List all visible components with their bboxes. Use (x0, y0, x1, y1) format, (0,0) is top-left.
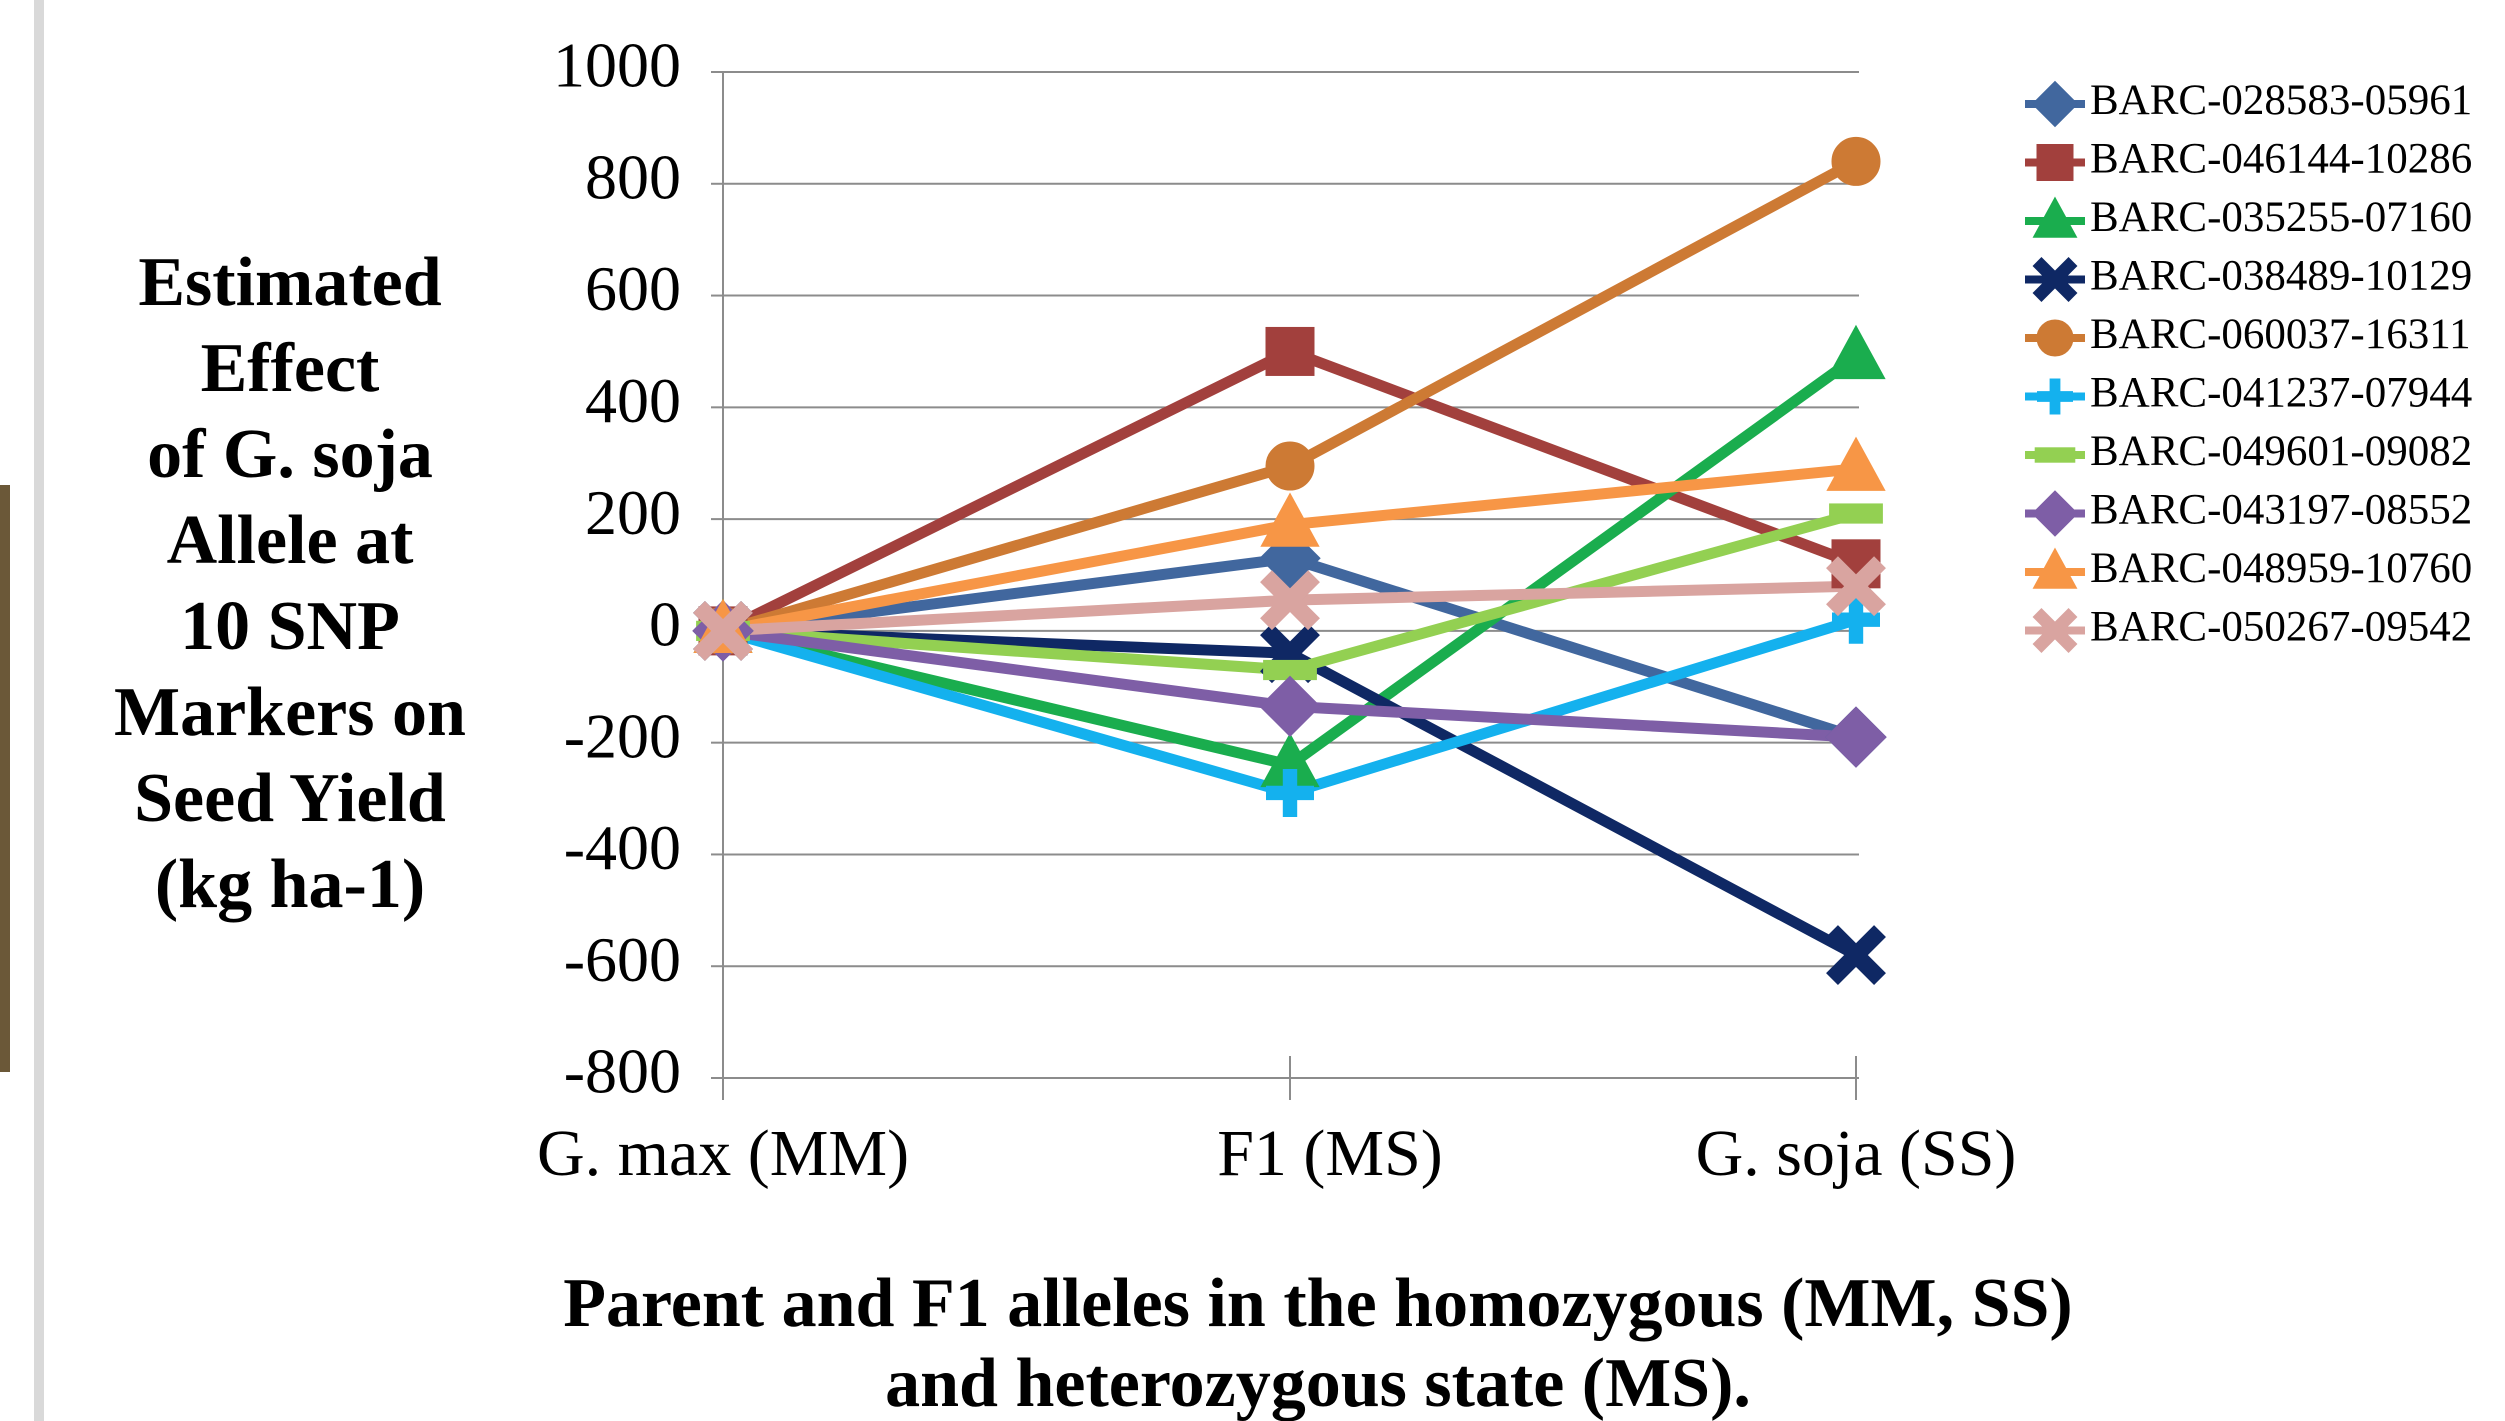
data-point (1825, 706, 1887, 768)
x-tick-label: G. soja (SS) (1696, 1117, 2017, 1190)
y-tick-label: 600 (585, 253, 681, 324)
y-tick-label: 1000 (553, 30, 681, 101)
legend-label: BARC-048959-10760 (2090, 545, 2472, 592)
legend-label: BARC-049601-09082 (2090, 428, 2472, 475)
legend-label: BARC-050267-09542 (2090, 603, 2472, 650)
legend-label: BARC-046144-10286 (2090, 135, 2472, 182)
legend-label: BARC-038489-10129 (2090, 252, 2472, 299)
legend-label: BARC-041237-07944 (2090, 369, 2472, 416)
y-tick-label: -800 (564, 1036, 681, 1107)
legend-marker (2032, 196, 2078, 238)
y-axis-label: Seed Yield (134, 760, 446, 837)
legend-marker (2031, 80, 2079, 128)
y-tick-label: 400 (585, 365, 681, 436)
x-tick-label: G. max (MM) (537, 1117, 909, 1190)
x-axis-label: and heterozygous state (MS). (885, 1345, 1751, 1421)
legend-label: BARC-028583-05961 (2090, 77, 2472, 124)
data-point (1260, 570, 1320, 631)
y-tick-label: 800 (585, 141, 681, 212)
legend-label: BARC-035255-07160 (2090, 194, 2472, 241)
data-point (1265, 326, 1315, 376)
data-point (1831, 136, 1881, 186)
data-point (1266, 768, 1314, 817)
data-point (1829, 503, 1883, 524)
legend-label: BARC-043197-08552 (2090, 486, 2472, 533)
y-axis-label: (kg ha-1) (155, 846, 425, 923)
y-tick-label: -600 (564, 924, 681, 995)
data-point (1832, 595, 1880, 644)
legend-marker (2036, 144, 2074, 181)
legend-marker (2032, 608, 2078, 653)
data-point (1826, 324, 1886, 380)
slide-border (34, 0, 44, 1421)
legend-label: BARC-060037-16311 (2090, 311, 2471, 358)
data-point (1259, 675, 1321, 738)
photo-edge (0, 485, 10, 1072)
data-point (1826, 436, 1886, 491)
legend-marker (2032, 257, 2078, 302)
legend-marker (2034, 447, 2076, 463)
data-point (1260, 492, 1320, 547)
legend-marker (2037, 378, 2073, 415)
legend-marker (2031, 490, 2079, 537)
y-tick-label: -400 (564, 812, 681, 883)
legend-marker (2032, 547, 2078, 589)
x-axis-label: Parent and F1 alleles in the homozygous … (563, 1265, 2073, 1342)
y-tick-label: 0 (649, 589, 681, 660)
data-point (1826, 556, 1886, 617)
legend-marker (2036, 319, 2074, 357)
y-axis-label: Effect (201, 330, 380, 407)
y-axis-label: of G. soja (147, 416, 433, 493)
data-point (1265, 441, 1315, 491)
data-point (693, 600, 753, 661)
y-tick-label: -200 (564, 700, 681, 771)
y-axis-label: 10 SNP (180, 588, 400, 665)
data-point (1826, 925, 1886, 985)
y-axis-label: Markers on (114, 674, 466, 751)
y-axis-label: Allele at (167, 502, 414, 579)
y-axis-label: Estimated (138, 244, 441, 321)
y-tick-label: 200 (585, 477, 681, 548)
x-tick-label: F1 (MS) (1217, 1117, 1443, 1190)
